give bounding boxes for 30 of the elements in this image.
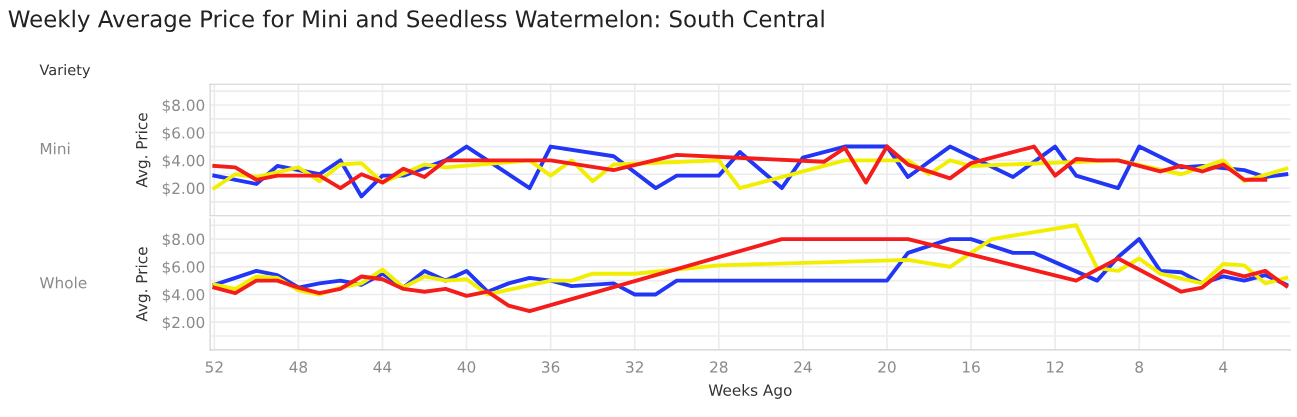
x-tick-label: 44 — [373, 361, 392, 373]
y-tick-label: $6.00 — [162, 126, 205, 141]
x-tick-label: 12 — [1047, 361, 1064, 373]
x-tick-label: 8 — [1135, 361, 1143, 373]
text: Whole — [39, 276, 87, 289]
x-tick-label: 40 — [457, 361, 476, 373]
x-tick-label: 52 — [205, 361, 223, 373]
chart-title: Weekly Average Price for Mini and Seedless Watermelon: South Central — [8, 9, 824, 32]
x-axis-title: Weeks Ago — [708, 384, 792, 399]
y-tick-label: $4.00 — [162, 154, 205, 169]
y-axis-title: Avg. Price — [135, 113, 151, 188]
y-axis-title: Avg. Price — [135, 247, 151, 322]
x-tick-label: 36 — [542, 361, 560, 373]
x-tick-label: 16 — [962, 361, 980, 373]
x-tick-label: 28 — [710, 361, 728, 373]
y-tick-label: $2.00 — [162, 182, 205, 197]
y-tick-label: $4.00 — [162, 288, 205, 303]
x-tick-label: 24 — [794, 361, 812, 373]
y-tick-label: $6.00 — [162, 260, 205, 275]
line-series — [212, 237, 1289, 314]
x-tick-label: 4 — [1219, 361, 1228, 373]
x-tick-label: 20 — [878, 361, 896, 373]
x-tick-label: 48 — [289, 361, 308, 373]
text: Mini — [40, 142, 70, 155]
y-tick-label: $8.00 — [162, 233, 205, 248]
y-tick-label: $8.00 — [162, 99, 205, 114]
text: Variety — [39, 64, 91, 79]
x-tick-label: 32 — [626, 361, 643, 373]
y-tick-label: $2.00 — [162, 316, 205, 331]
line-series — [212, 144, 1268, 191]
